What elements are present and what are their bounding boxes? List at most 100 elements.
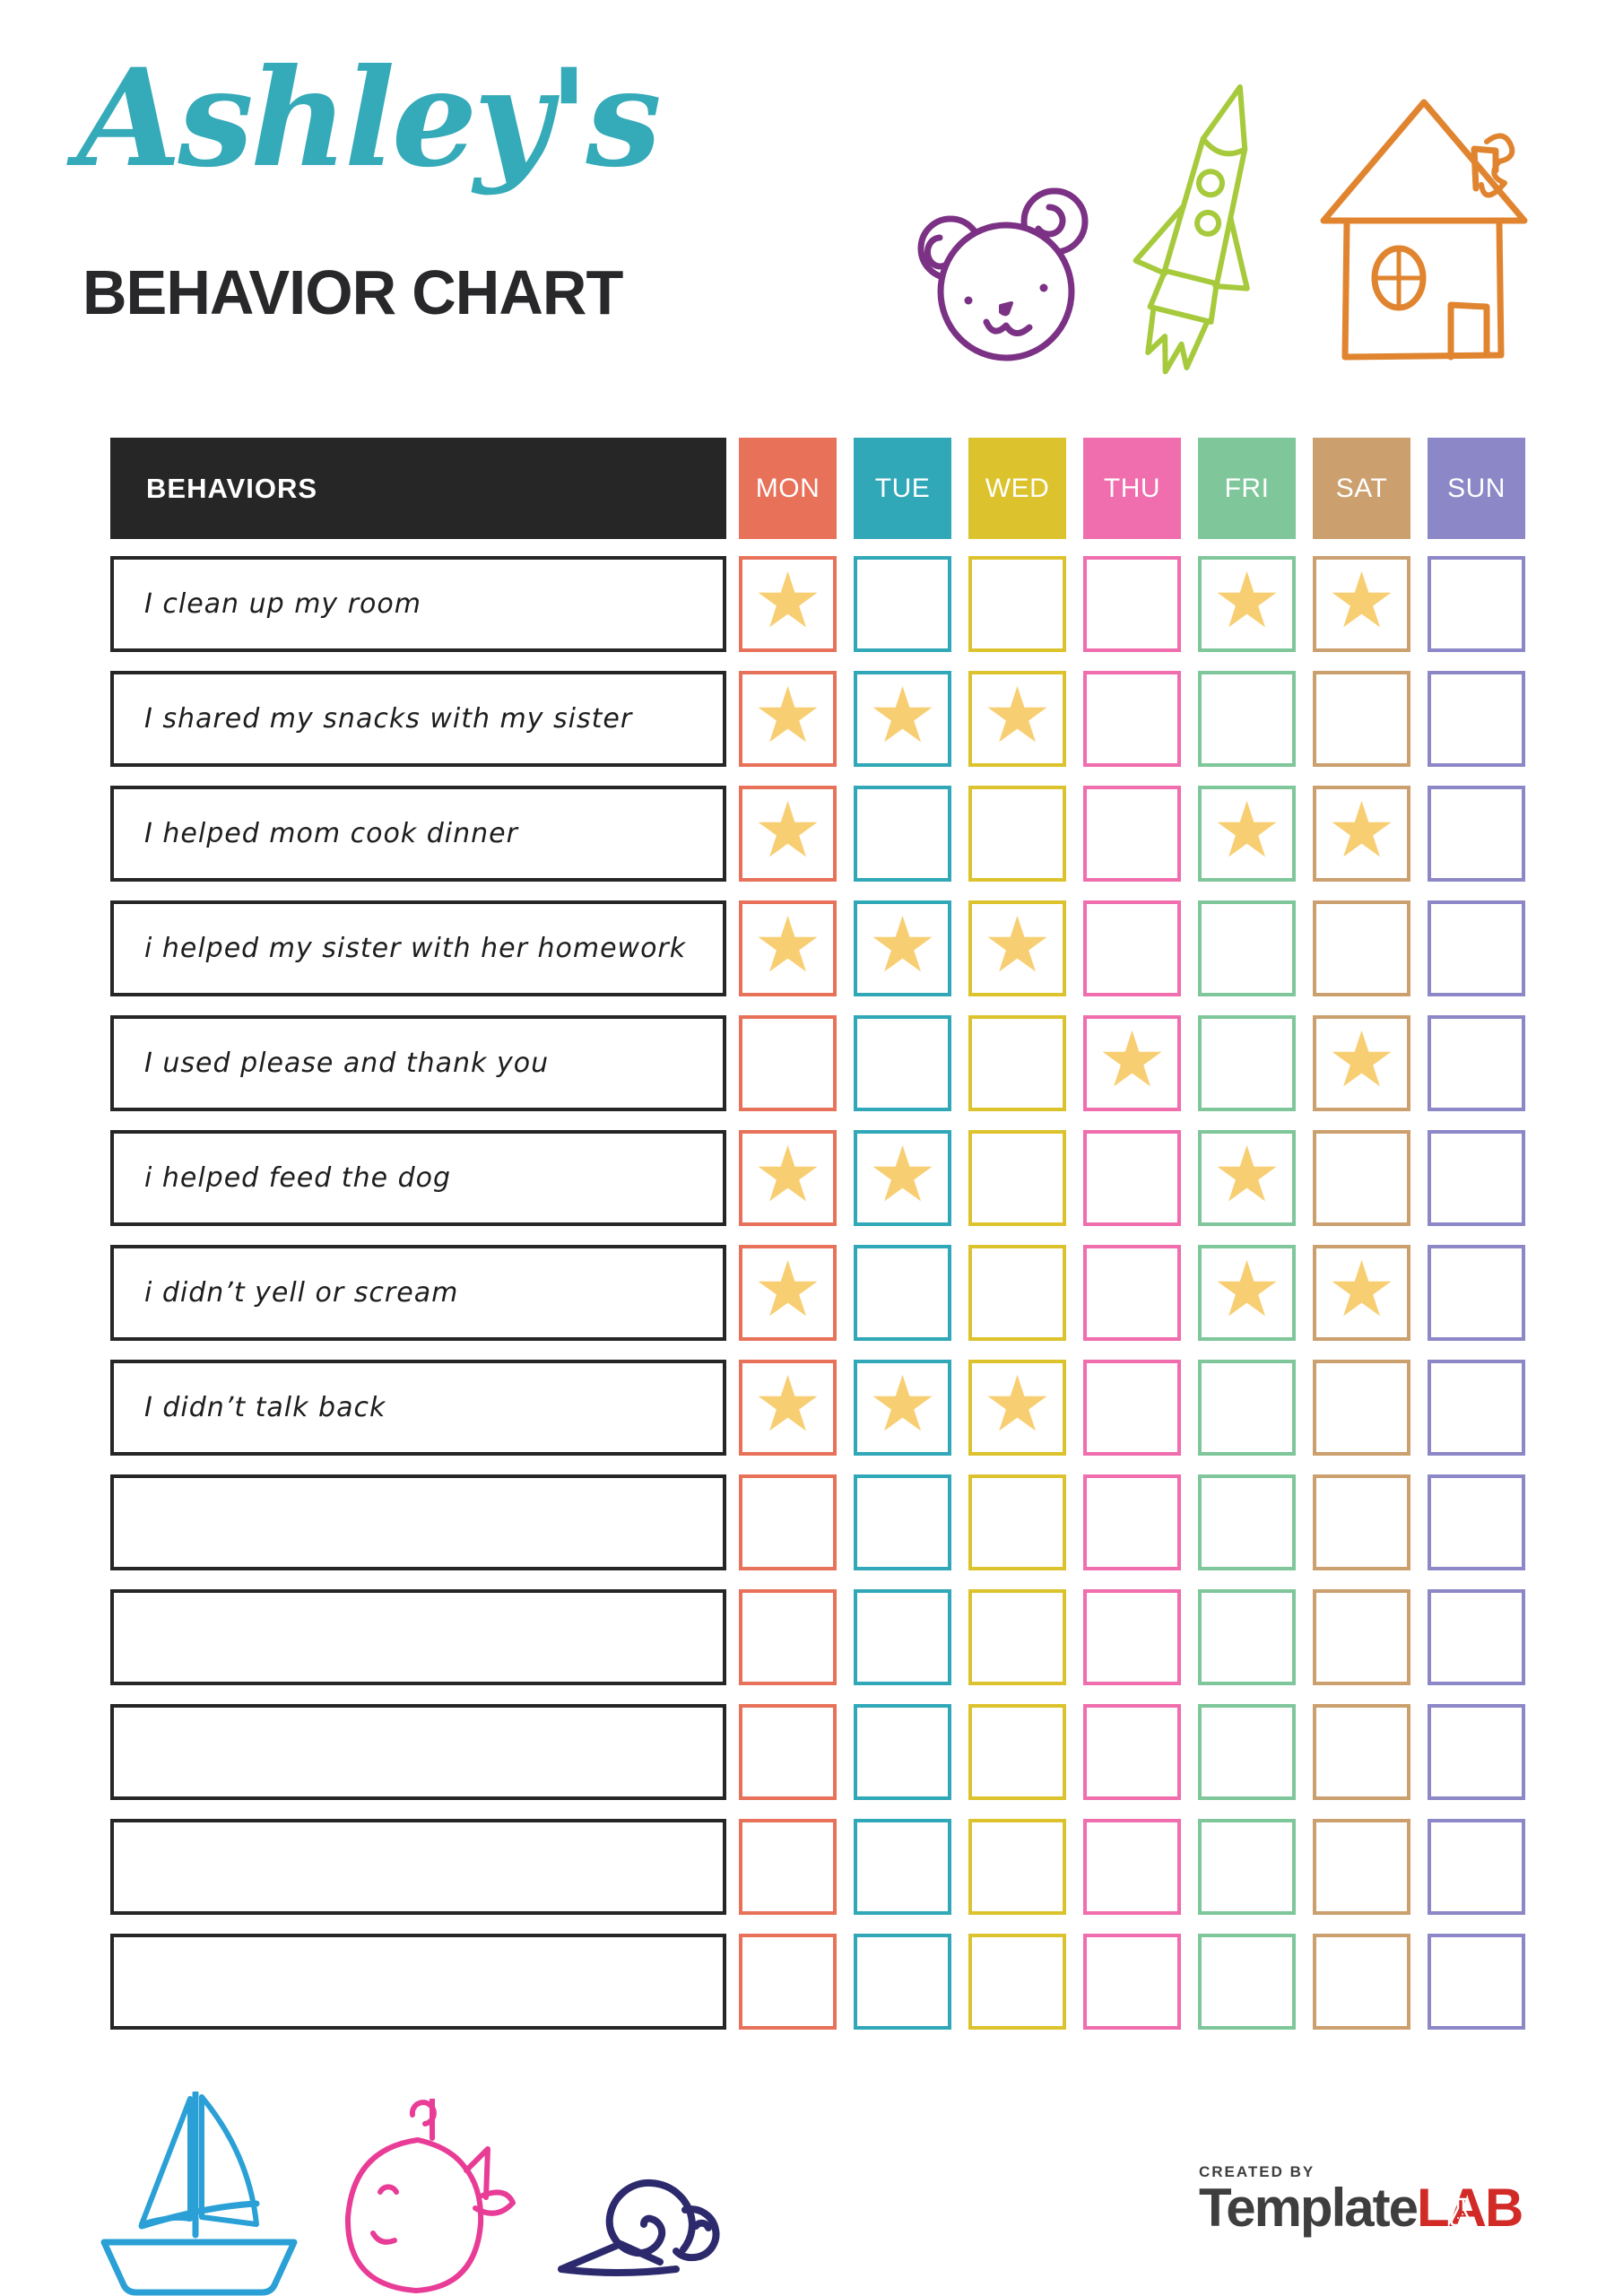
cell-tue-row7[interactable] [854, 1245, 951, 1341]
cell-wed-row2[interactable]: ★ [968, 671, 1066, 767]
behavior-row-6: i helped feed the dog ★ ★ ★ [110, 1130, 1525, 1226]
cell-mon-row8[interactable]: ★ [739, 1360, 837, 1456]
cell-sun-row1[interactable] [1428, 556, 1525, 652]
cell-wed-row11[interactable] [968, 1704, 1066, 1800]
cell-fri-row6[interactable]: ★ [1198, 1130, 1296, 1226]
cell-mon-row5[interactable] [739, 1015, 837, 1111]
cell-tue-row5[interactable] [854, 1015, 951, 1111]
behavior-label-12[interactable] [110, 1819, 726, 1915]
cell-tue-row12[interactable] [854, 1819, 951, 1915]
behavior-label-13[interactable] [110, 1934, 726, 2030]
cell-mon-row2[interactable]: ★ [739, 671, 837, 767]
cell-wed-row12[interactable] [968, 1819, 1066, 1915]
cell-sun-row6[interactable] [1428, 1130, 1525, 1226]
behavior-label-10[interactable] [110, 1589, 726, 1685]
cell-thu-row10[interactable] [1083, 1589, 1181, 1685]
cell-thu-row11[interactable] [1083, 1704, 1181, 1800]
cell-sun-row4[interactable] [1428, 900, 1525, 996]
cell-mon-row7[interactable]: ★ [739, 1245, 837, 1341]
cell-sat-row2[interactable] [1313, 671, 1410, 767]
star-icon: ★ [867, 670, 938, 761]
cell-tue-row9[interactable] [854, 1474, 951, 1570]
cell-tue-row2[interactable]: ★ [854, 671, 951, 767]
cell-sun-row7[interactable] [1428, 1245, 1525, 1341]
cell-tue-row1[interactable] [854, 556, 951, 652]
chart-header: BEHAVIORS MON TUE WED THU FRI SAT SUN [110, 438, 1525, 539]
cell-fri-row9[interactable] [1198, 1474, 1296, 1570]
cell-fri-row8[interactable] [1198, 1360, 1296, 1456]
cell-sun-row3[interactable] [1428, 786, 1525, 882]
cell-sat-row3[interactable]: ★ [1313, 786, 1410, 882]
cell-wed-row6[interactable] [968, 1130, 1066, 1226]
cell-sat-row8[interactable] [1313, 1360, 1410, 1456]
cell-wed-row13[interactable] [968, 1934, 1066, 2030]
cell-sun-row5[interactable] [1428, 1015, 1525, 1111]
cell-tue-row6[interactable]: ★ [854, 1130, 951, 1226]
cell-sat-row1[interactable]: ★ [1313, 556, 1410, 652]
cell-sat-row11[interactable] [1313, 1704, 1410, 1800]
cell-tue-row11[interactable] [854, 1704, 951, 1800]
cell-mon-row12[interactable] [739, 1819, 837, 1915]
cell-fri-row12[interactable] [1198, 1819, 1296, 1915]
cell-fri-row11[interactable] [1198, 1704, 1296, 1800]
behavior-label-9[interactable] [110, 1474, 726, 1570]
cell-fri-row1[interactable]: ★ [1198, 556, 1296, 652]
cell-sat-row4[interactable] [1313, 900, 1410, 996]
cell-thu-row13[interactable] [1083, 1934, 1181, 2030]
cell-wed-row10[interactable] [968, 1589, 1066, 1685]
cell-wed-row3[interactable] [968, 786, 1066, 882]
cell-wed-row7[interactable] [968, 1245, 1066, 1341]
cell-mon-row11[interactable] [739, 1704, 837, 1800]
cell-wed-row4[interactable]: ★ [968, 900, 1066, 996]
cell-mon-row6[interactable]: ★ [739, 1130, 837, 1226]
cell-thu-row3[interactable] [1083, 786, 1181, 882]
day-header-fri: FRI [1198, 438, 1296, 539]
cell-sat-row5[interactable]: ★ [1313, 1015, 1410, 1111]
cell-thu-row2[interactable] [1083, 671, 1181, 767]
cell-tue-row10[interactable] [854, 1589, 951, 1685]
cell-fri-row5[interactable] [1198, 1015, 1296, 1111]
cell-sat-row9[interactable] [1313, 1474, 1410, 1570]
cell-sat-row12[interactable] [1313, 1819, 1410, 1915]
cell-mon-row3[interactable]: ★ [739, 786, 837, 882]
cell-sun-row2[interactable] [1428, 671, 1525, 767]
cell-sun-row9[interactable] [1428, 1474, 1525, 1570]
cell-tue-row3[interactable] [854, 786, 951, 882]
cell-sun-row10[interactable] [1428, 1589, 1525, 1685]
cell-mon-row10[interactable] [739, 1589, 837, 1685]
cell-fri-row13[interactable] [1198, 1934, 1296, 2030]
cell-mon-row9[interactable] [739, 1474, 837, 1570]
cell-sun-row8[interactable] [1428, 1360, 1525, 1456]
cell-tue-row13[interactable] [854, 1934, 951, 2030]
cell-fri-row4[interactable] [1198, 900, 1296, 996]
cell-sat-row10[interactable] [1313, 1589, 1410, 1685]
behavior-label-11[interactable] [110, 1704, 726, 1800]
cell-fri-row10[interactable] [1198, 1589, 1296, 1685]
cell-sat-row6[interactable] [1313, 1130, 1410, 1226]
cell-sun-row12[interactable] [1428, 1819, 1525, 1915]
cell-wed-row5[interactable] [968, 1015, 1066, 1111]
cell-thu-row9[interactable] [1083, 1474, 1181, 1570]
cell-mon-row4[interactable]: ★ [739, 900, 837, 996]
cell-thu-row8[interactable] [1083, 1360, 1181, 1456]
cell-thu-row4[interactable] [1083, 900, 1181, 996]
cell-fri-row7[interactable]: ★ [1198, 1245, 1296, 1341]
cell-tue-row8[interactable]: ★ [854, 1360, 951, 1456]
cell-thu-row1[interactable] [1083, 556, 1181, 652]
cell-thu-row7[interactable] [1083, 1245, 1181, 1341]
cell-wed-row1[interactable] [968, 556, 1066, 652]
cell-thu-row12[interactable] [1083, 1819, 1181, 1915]
cell-fri-row2[interactable] [1198, 671, 1296, 767]
cell-wed-row9[interactable] [968, 1474, 1066, 1570]
cell-thu-row6[interactable] [1083, 1130, 1181, 1226]
cell-sat-row7[interactable]: ★ [1313, 1245, 1410, 1341]
cell-sun-row11[interactable] [1428, 1704, 1525, 1800]
cell-wed-row8[interactable]: ★ [968, 1360, 1066, 1456]
cell-fri-row3[interactable]: ★ [1198, 786, 1296, 882]
cell-tue-row4[interactable]: ★ [854, 900, 951, 996]
cell-mon-row1[interactable]: ★ [739, 556, 837, 652]
cell-mon-row13[interactable] [739, 1934, 837, 2030]
cell-thu-row5[interactable]: ★ [1083, 1015, 1181, 1111]
cell-sun-row13[interactable] [1428, 1934, 1525, 2030]
cell-sat-row13[interactable] [1313, 1934, 1410, 2030]
